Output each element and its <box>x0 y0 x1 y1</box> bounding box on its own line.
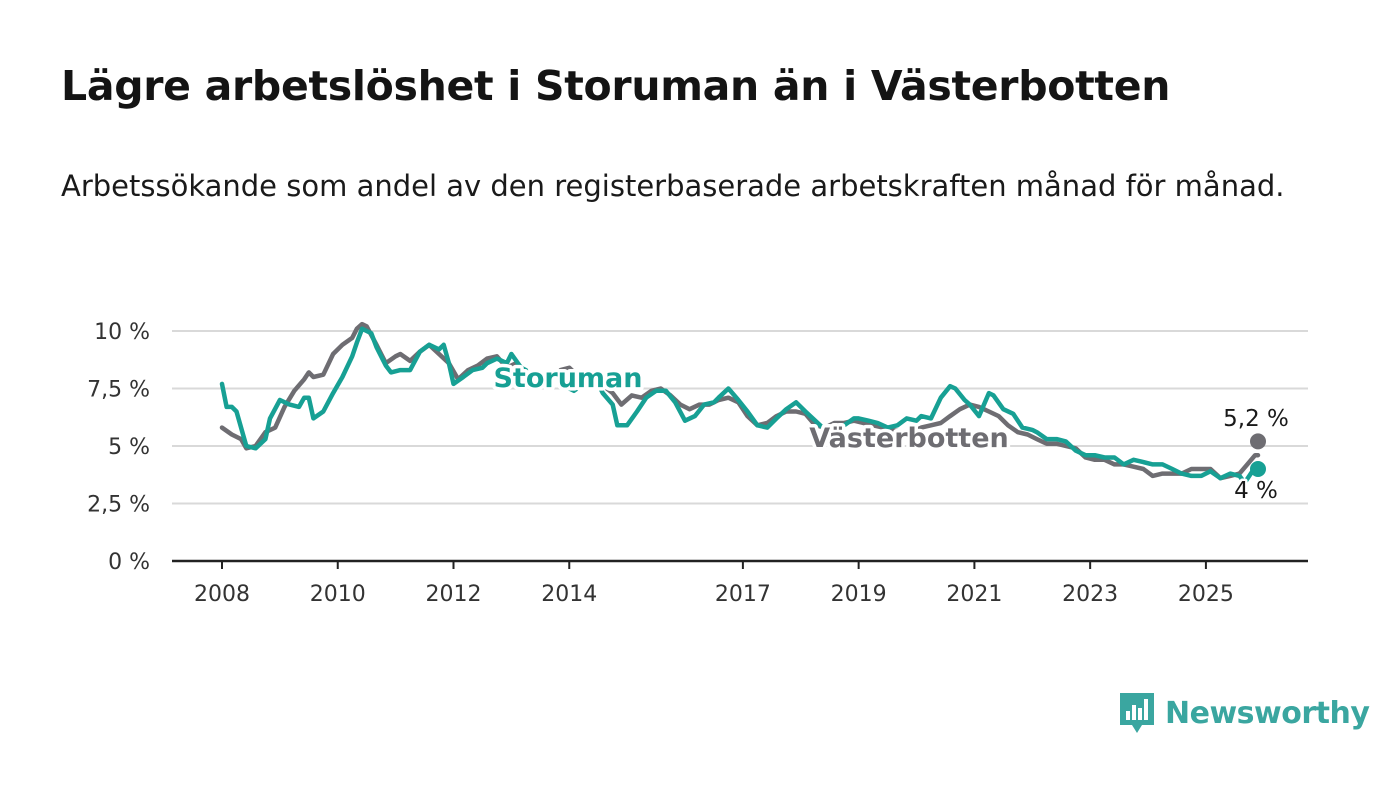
x-tick-label: 2008 <box>194 582 250 607</box>
x-tick-label: 2014 <box>541 582 597 607</box>
series-line-storuman <box>219 326 529 451</box>
series-line-storuman <box>558 372 1261 486</box>
x-tick-label: 2023 <box>1062 582 1118 607</box>
end-value-label-vasterbotten: 5,2 % <box>1223 406 1289 432</box>
x-tick-label: 2012 <box>426 582 482 607</box>
y-tick-label: 5 % <box>108 435 150 460</box>
series-label-storuman: Storuman <box>493 363 642 394</box>
end-marker-storuman <box>1250 461 1266 477</box>
brand-logo: Newsworthy <box>1118 690 1370 736</box>
end-value-label-storuman: 4 % <box>1234 478 1278 504</box>
y-tick-label: 0 % <box>108 550 150 575</box>
x-tick-label: 2019 <box>831 582 887 607</box>
brand-name: Newsworthy <box>1165 695 1370 731</box>
chart-title: Lägre arbetslöshet i Storuman än i Väste… <box>61 62 1171 110</box>
x-tick-label: 2017 <box>715 582 771 607</box>
series-line-västerbotten <box>558 365 1261 481</box>
x-tick-label: 2025 <box>1178 582 1234 607</box>
series-label-vasterbotten: Västerbotten <box>809 423 1008 454</box>
y-tick-label: 7,5 % <box>87 378 150 403</box>
x-tick-label: 2021 <box>946 582 1002 607</box>
chart-subtitle: Arbetssökande som andel av den registerb… <box>61 169 1285 203</box>
end-marker-vasterbotten <box>1250 433 1266 450</box>
y-tick-label: 2,5 % <box>87 493 150 518</box>
bar-chart-speech-bubble-icon <box>1120 693 1154 733</box>
x-tick-label: 2010 <box>310 582 366 607</box>
y-tick-label: 10 % <box>94 320 150 345</box>
